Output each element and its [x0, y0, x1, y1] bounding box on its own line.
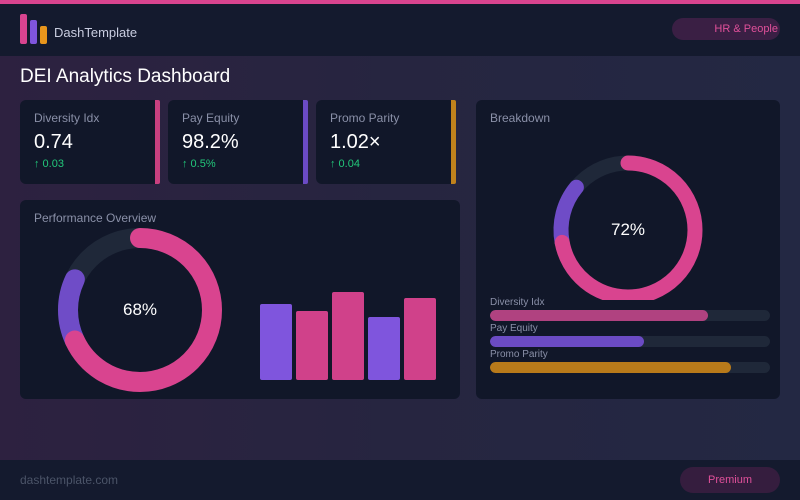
header: DashTemplate HR & People	[0, 4, 800, 56]
kpi-accent	[155, 100, 160, 184]
logo-icon	[20, 14, 48, 44]
progress-bar-pay-equity	[490, 336, 770, 347]
kpi-value: 98.2%	[182, 131, 239, 153]
card-title: Breakdown	[490, 111, 551, 125]
donut-primary-segment	[58, 228, 222, 392]
kpi-card-diversity: Diversity Idx 0.74 ↑ 0.03	[20, 100, 160, 184]
performance-chart	[58, 228, 436, 392]
kpi-card-pay-equity: Pay Equity 98.2% ↑ 0.5%	[168, 100, 308, 184]
kpi-label: Promo Parity	[330, 111, 400, 125]
bar-4	[368, 317, 400, 380]
card-title: Performance Overview	[34, 211, 157, 225]
progress-bar-diversity	[490, 310, 770, 321]
progress-label: Diversity Idx	[490, 297, 545, 308]
bar-2	[296, 311, 328, 380]
kpi-delta: ↑ 0.03	[34, 158, 64, 170]
progress-fill	[490, 310, 709, 321]
kpi-accent	[451, 100, 456, 184]
donut-primary-segment	[553, 155, 703, 300]
footer: dashtemplate.com Premium	[0, 460, 800, 500]
breakdown-card: Breakdown 72% Diversity Idx Pay Equity P…	[476, 100, 780, 399]
performance-card: Performance Overview 68%	[20, 200, 460, 399]
brand-name: DashTemplate	[54, 25, 138, 40]
donut-center-label: 68%	[122, 300, 158, 319]
category-badge[interactable]: HR & People	[672, 18, 780, 40]
kpi-card-promo-parity: Promo Parity 1.02× ↑ 0.04	[316, 100, 456, 184]
bar-1	[260, 304, 292, 380]
kpi-value: 1.02×	[330, 131, 381, 153]
kpi-label: Diversity Idx	[34, 111, 100, 125]
donut-center-label: 72%	[610, 220, 646, 239]
progress-label: Pay Equity	[490, 323, 538, 334]
kpi-delta: ↑ 0.04	[330, 158, 360, 170]
bar-5	[404, 298, 436, 380]
accent-strip	[0, 0, 800, 4]
breakdown-donut	[553, 155, 703, 300]
footer-site-link[interactable]: dashtemplate.com	[20, 473, 119, 487]
progress-bar-promo-parity	[490, 362, 770, 373]
kpi-accent	[303, 100, 308, 184]
progress-fill	[490, 336, 644, 347]
kpi-value: 0.74	[34, 131, 73, 153]
premium-button[interactable]: Premium	[680, 467, 780, 493]
bar-3	[332, 292, 364, 380]
kpi-delta: ↑ 0.5%	[182, 158, 216, 170]
progress-label: Promo Parity	[490, 349, 548, 360]
progress-fill	[490, 362, 731, 373]
kpi-label: Pay Equity	[182, 111, 240, 125]
page-title: DEI Analytics Dashboard	[20, 66, 231, 87]
